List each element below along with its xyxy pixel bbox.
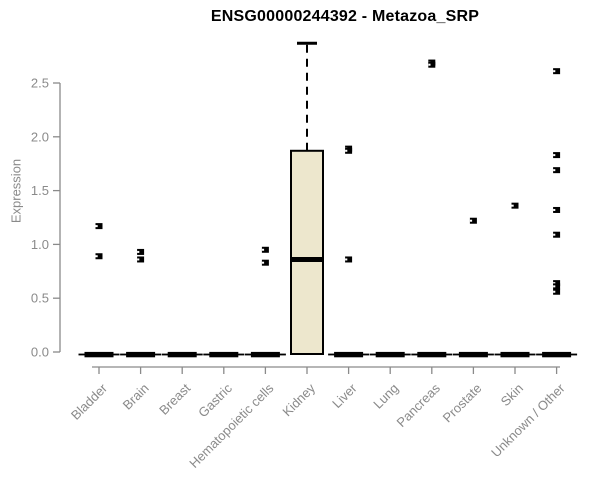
- y-tick-label: 2.5: [31, 76, 49, 91]
- data-point: [261, 259, 269, 266]
- data-point-notch: [345, 149, 348, 152]
- data-point: [511, 202, 519, 209]
- data-point: [428, 61, 436, 68]
- zero-box: [209, 351, 239, 358]
- data-point: [345, 147, 353, 154]
- x-tick-label: Gastric: [195, 380, 235, 420]
- x-tick-label: Pancreas: [393, 380, 443, 430]
- data-point: [553, 231, 561, 238]
- data-point-notch: [261, 248, 265, 251]
- zero-box: [458, 351, 488, 358]
- y-tick-label: 0.5: [31, 291, 49, 306]
- data-point-notch: [553, 282, 556, 285]
- data-point-notch: [469, 219, 473, 222]
- zero-box: [542, 351, 572, 358]
- x-tick-label: Lung: [370, 381, 401, 412]
- data-point-notch: [261, 261, 265, 264]
- x-tick-label: Breast: [156, 380, 193, 417]
- x-tick-label: Bladder: [68, 380, 111, 423]
- zero-box: [126, 351, 156, 358]
- data-point-notch: [553, 169, 556, 172]
- zero-box: [84, 351, 114, 358]
- data-point-notch: [95, 255, 98, 258]
- data-point-notch: [428, 63, 431, 66]
- data-point-notch: [553, 233, 556, 236]
- y-tick-label: 0.0: [31, 345, 49, 360]
- data-point: [95, 223, 103, 230]
- data-point: [345, 256, 353, 263]
- x-tick-label: Kidney: [279, 380, 318, 419]
- data-point-notch: [137, 258, 140, 261]
- data-point: [553, 167, 561, 174]
- zero-box: [417, 351, 447, 358]
- data-point: [95, 253, 103, 260]
- data-point-notch: [553, 208, 556, 211]
- data-point: [261, 246, 269, 253]
- zero-box: [500, 351, 530, 358]
- x-tick-label: Unknown / Other: [488, 380, 568, 460]
- data-point-notch: [553, 285, 556, 288]
- y-tick-label: 1.5: [31, 183, 49, 198]
- y-tick-label: 1.0: [31, 237, 49, 252]
- data-point-notch: [553, 290, 556, 293]
- data-point: [137, 248, 145, 255]
- data-point: [553, 280, 561, 287]
- data-point: [553, 68, 561, 75]
- data-point-notch: [511, 204, 514, 207]
- data-point: [553, 206, 561, 213]
- data-point-notch: [137, 250, 140, 253]
- zero-box: [334, 351, 364, 358]
- data-point: [553, 152, 561, 159]
- data-point-notch: [553, 154, 556, 157]
- chart-title: ENSG00000244392 - Metazoa_SRP: [210, 8, 480, 25]
- box: [290, 149, 324, 355]
- data-point: [553, 288, 561, 295]
- x-tick-label: Brain: [120, 381, 152, 413]
- x-tick-label: Liver: [329, 380, 360, 411]
- data-point: [553, 283, 561, 290]
- x-tick-label: Skin: [498, 381, 526, 409]
- zero-box: [167, 351, 197, 358]
- data-point-notch: [95, 225, 98, 228]
- data-point: [469, 217, 477, 224]
- y-tick-label: 2.0: [31, 129, 49, 144]
- zero-box: [250, 351, 280, 358]
- data-point: [137, 256, 145, 263]
- data-point-notch: [345, 258, 348, 261]
- zero-box: [375, 351, 405, 358]
- x-tick-label: Prostate: [440, 381, 485, 426]
- data-point-notch: [553, 70, 556, 73]
